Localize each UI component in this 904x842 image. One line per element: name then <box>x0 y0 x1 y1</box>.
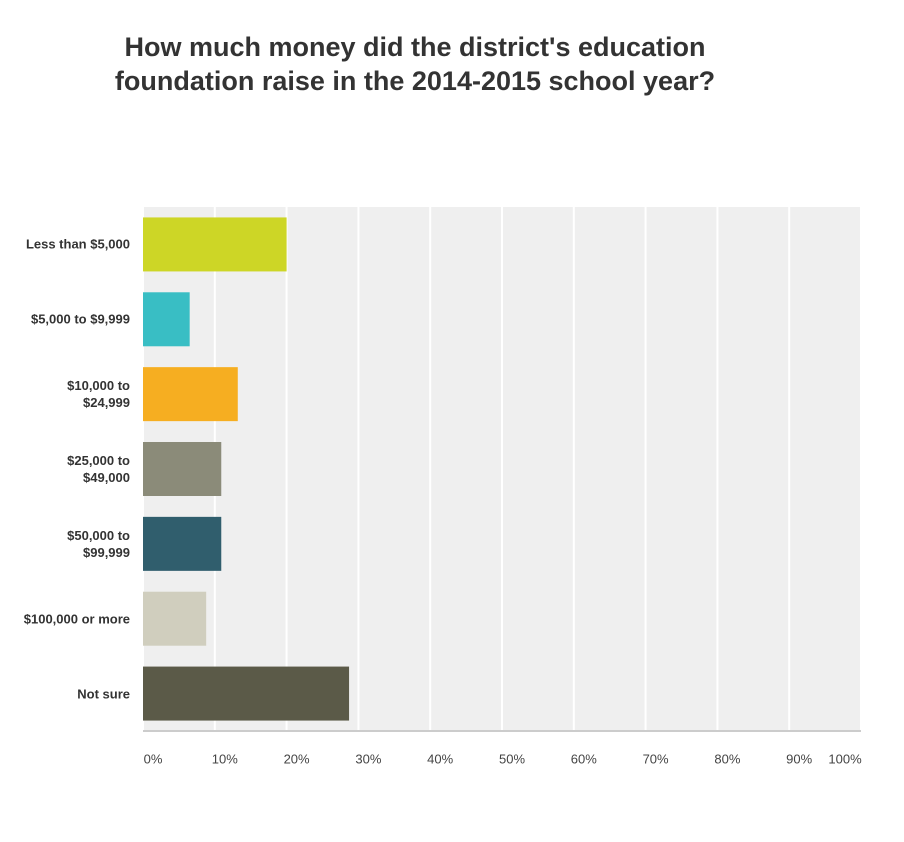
x-tick-label: 60% <box>571 751 597 766</box>
x-tick-label: 80% <box>714 751 740 766</box>
bar <box>143 367 238 422</box>
x-tick-label: 10% <box>212 751 238 766</box>
x-tick-label: 0% <box>144 751 163 766</box>
x-tick-label: 70% <box>643 751 669 766</box>
bar <box>143 217 287 272</box>
y-tick-label: Less than $5,000 <box>25 236 130 252</box>
x-tick-label: 30% <box>355 751 381 766</box>
bar <box>143 442 222 496</box>
y-tick-label: $5,000 to $9,999 <box>30 311 130 327</box>
x-tick-label: 100% <box>828 751 862 766</box>
x-tick-label: 50% <box>499 751 525 766</box>
y-tick-label: Not sure <box>77 686 130 702</box>
chart-title: How much money did the district's educat… <box>114 32 716 96</box>
bar <box>143 666 350 721</box>
bar <box>143 292 190 347</box>
bar <box>143 516 222 571</box>
x-tick-label: 40% <box>427 751 453 766</box>
bar <box>143 591 207 646</box>
x-tick-label: 90% <box>786 751 812 766</box>
y-tick-label: $50,000 to $99,999 <box>67 527 130 560</box>
x-tick-label: 20% <box>284 751 310 766</box>
y-tick-label: $100,000 or more <box>23 611 130 627</box>
y-tick-label: $10,000 to $24,999 <box>67 378 130 411</box>
y-tick-label: $25,000 to $49,000 <box>67 453 130 485</box>
